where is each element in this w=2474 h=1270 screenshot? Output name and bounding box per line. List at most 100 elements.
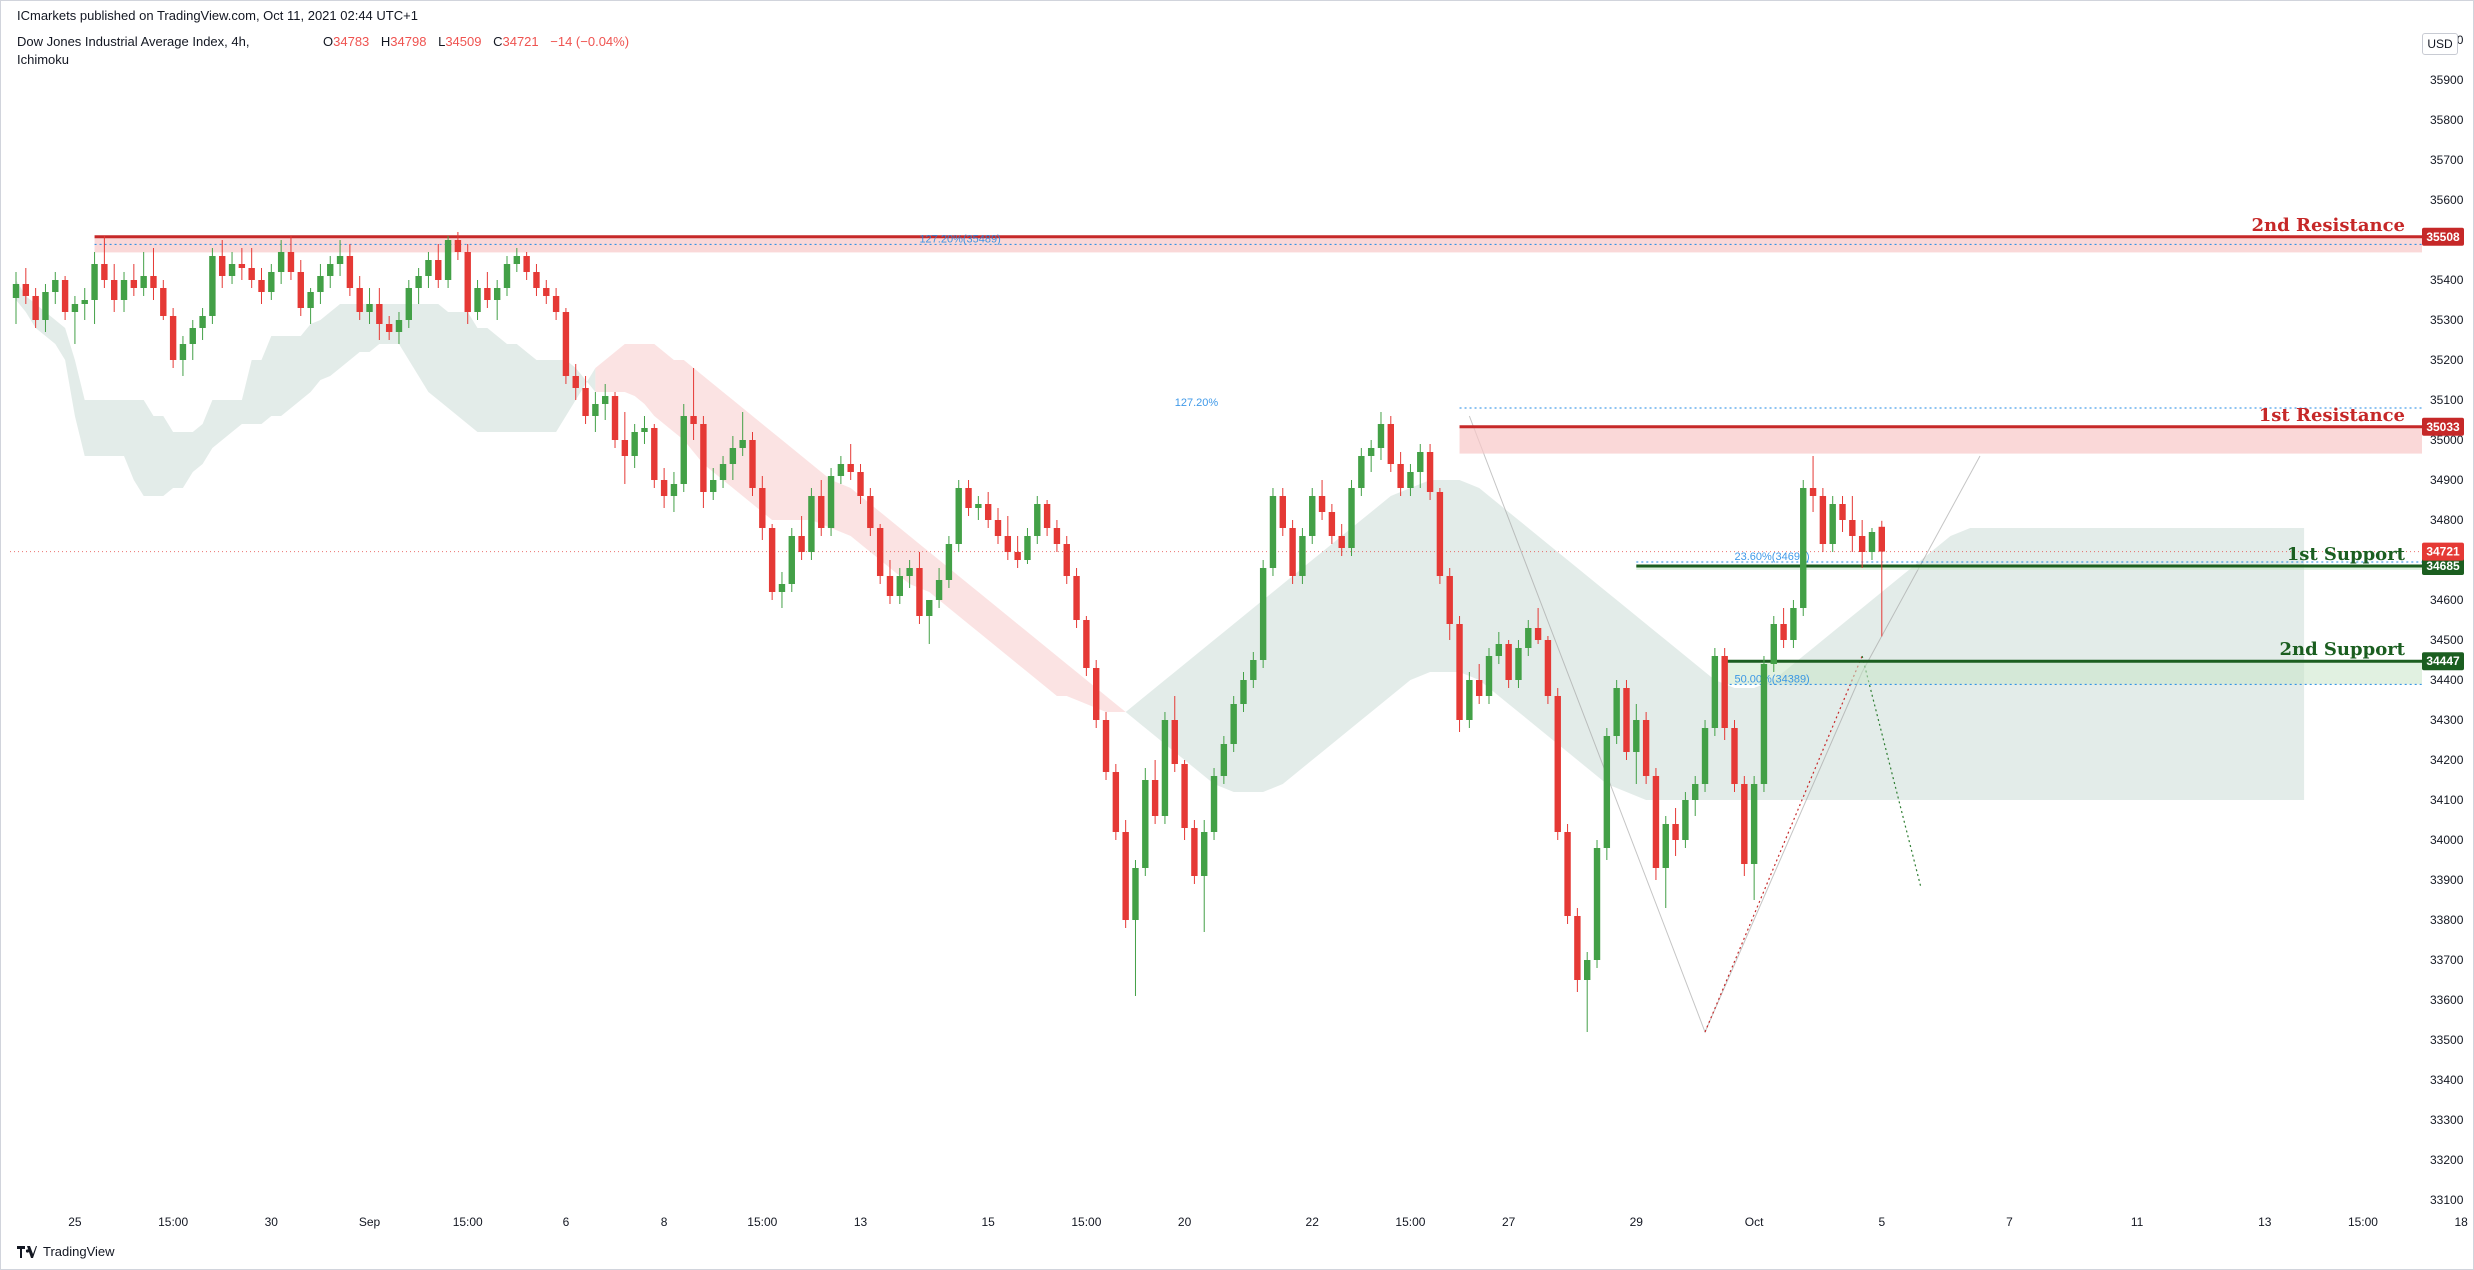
x-tick-label: 13 <box>854 1215 868 1229</box>
x-tick-label: Oct <box>1745 1215 1764 1229</box>
candle-body <box>1525 628 1532 648</box>
candle-body <box>327 264 334 276</box>
candle-body <box>1053 528 1061 544</box>
candle-body <box>1505 644 1512 680</box>
level-label: 2nd Support <box>2279 639 2405 660</box>
published-credit: ICmarkets published on TradingView.com, … <box>17 8 418 23</box>
resistance-zone <box>1459 426 2422 454</box>
candle-body <box>778 584 786 592</box>
ichimoku-cloud-bear <box>595 344 1126 712</box>
candle-body <box>22 284 30 296</box>
ichimoku-cloud-bull <box>16 280 596 496</box>
high-value: 34798 <box>390 34 427 49</box>
candle-body <box>670 484 678 496</box>
candle-body <box>1142 780 1149 868</box>
candle-body <box>710 480 717 492</box>
candle-body <box>189 328 196 344</box>
candle-body <box>513 256 521 264</box>
candle-body <box>1682 800 1689 840</box>
candle-body <box>552 296 560 312</box>
candle-body <box>1485 656 1493 696</box>
candle-body <box>1603 736 1611 848</box>
candle-body <box>955 488 962 544</box>
candle-body <box>827 476 835 528</box>
candle-body <box>1839 504 1846 520</box>
candle-body <box>435 260 442 280</box>
candle-body <box>1829 504 1836 544</box>
candle-body <box>1642 720 1650 776</box>
candle-body <box>385 324 393 332</box>
fib-level-label: 50.00%(34389) <box>1735 673 1810 685</box>
candle-body <box>474 288 481 312</box>
candle-body <box>975 504 982 508</box>
candle-body <box>680 416 687 484</box>
candle-body <box>1220 744 1228 776</box>
candle-body <box>1338 536 1345 548</box>
candle-body <box>1250 660 1257 680</box>
candle-body <box>140 276 147 288</box>
candle-body <box>1868 532 1876 552</box>
candle-body <box>1790 608 1797 640</box>
level-label: 2nd Resistance <box>2252 215 2405 236</box>
candle-body <box>32 296 39 320</box>
candle-body <box>572 376 579 388</box>
x-tick-label: 18 <box>2455 1215 2469 1229</box>
candle-body <box>268 272 275 292</box>
candle-body <box>425 260 432 276</box>
x-tick-label: 29 <box>1630 1215 1644 1229</box>
price-badge-label: 35508 <box>2426 230 2460 244</box>
candle-body <box>1407 472 1414 488</box>
x-tick-label: 27 <box>1502 1215 1516 1229</box>
candle-body <box>602 396 609 404</box>
low-value: 34509 <box>445 34 482 49</box>
candle-body <box>356 288 363 312</box>
candle-body <box>1348 488 1355 548</box>
candle-body <box>926 600 933 616</box>
candle-body <box>1809 488 1817 496</box>
candle-body <box>945 544 953 580</box>
candle-body <box>1201 832 1208 876</box>
tradingview-logo[interactable]: TradingView <box>17 1244 115 1259</box>
candle-body <box>1073 576 1080 620</box>
close-value: 34721 <box>502 34 539 49</box>
candle-body <box>1299 536 1306 576</box>
close-label: C <box>493 34 503 49</box>
candle-body <box>1613 688 1620 736</box>
candle-body <box>1731 728 1738 784</box>
x-tick-label: 30 <box>265 1215 279 1229</box>
candle-body <box>336 256 344 264</box>
candle-body <box>199 316 206 328</box>
candle-body <box>1151 780 1159 816</box>
candle-body <box>1544 640 1552 696</box>
ohlc-readout: O34783 H34798 L34509 C34721 −14 (−0.04%) <box>323 34 637 49</box>
candle-body <box>1367 448 1375 456</box>
candle-body <box>405 288 412 320</box>
candle-body <box>1024 536 1031 560</box>
price-badge-label: 34447 <box>2426 654 2460 668</box>
candle-body <box>81 300 88 304</box>
y-tick-label: 35800 <box>2430 113 2464 127</box>
y-tick-label: 33700 <box>2430 953 2464 967</box>
price-badge-label: 34685 <box>2426 559 2460 573</box>
resistance-zone <box>94 236 2422 253</box>
candle-body <box>867 496 874 528</box>
currency-badge[interactable]: USD <box>2422 33 2458 55</box>
candle-body <box>160 288 167 316</box>
y-tick-label: 35200 <box>2430 353 2464 367</box>
candle-body <box>1181 764 1188 828</box>
y-tick-label: 34600 <box>2430 593 2464 607</box>
candle-body <box>169 316 177 360</box>
candle-body <box>1093 668 1100 720</box>
candle-body <box>395 320 403 332</box>
candle-body <box>238 264 246 268</box>
candle-body <box>1456 624 1463 720</box>
candle-body <box>287 252 295 272</box>
candle-body <box>660 480 668 496</box>
candle-body <box>533 272 540 288</box>
candle-body <box>1800 488 1807 608</box>
candle-body <box>1721 656 1728 728</box>
price-badge <box>2422 417 2464 436</box>
candle-body <box>1672 824 1679 840</box>
y-tick-label: 33500 <box>2430 1033 2464 1047</box>
